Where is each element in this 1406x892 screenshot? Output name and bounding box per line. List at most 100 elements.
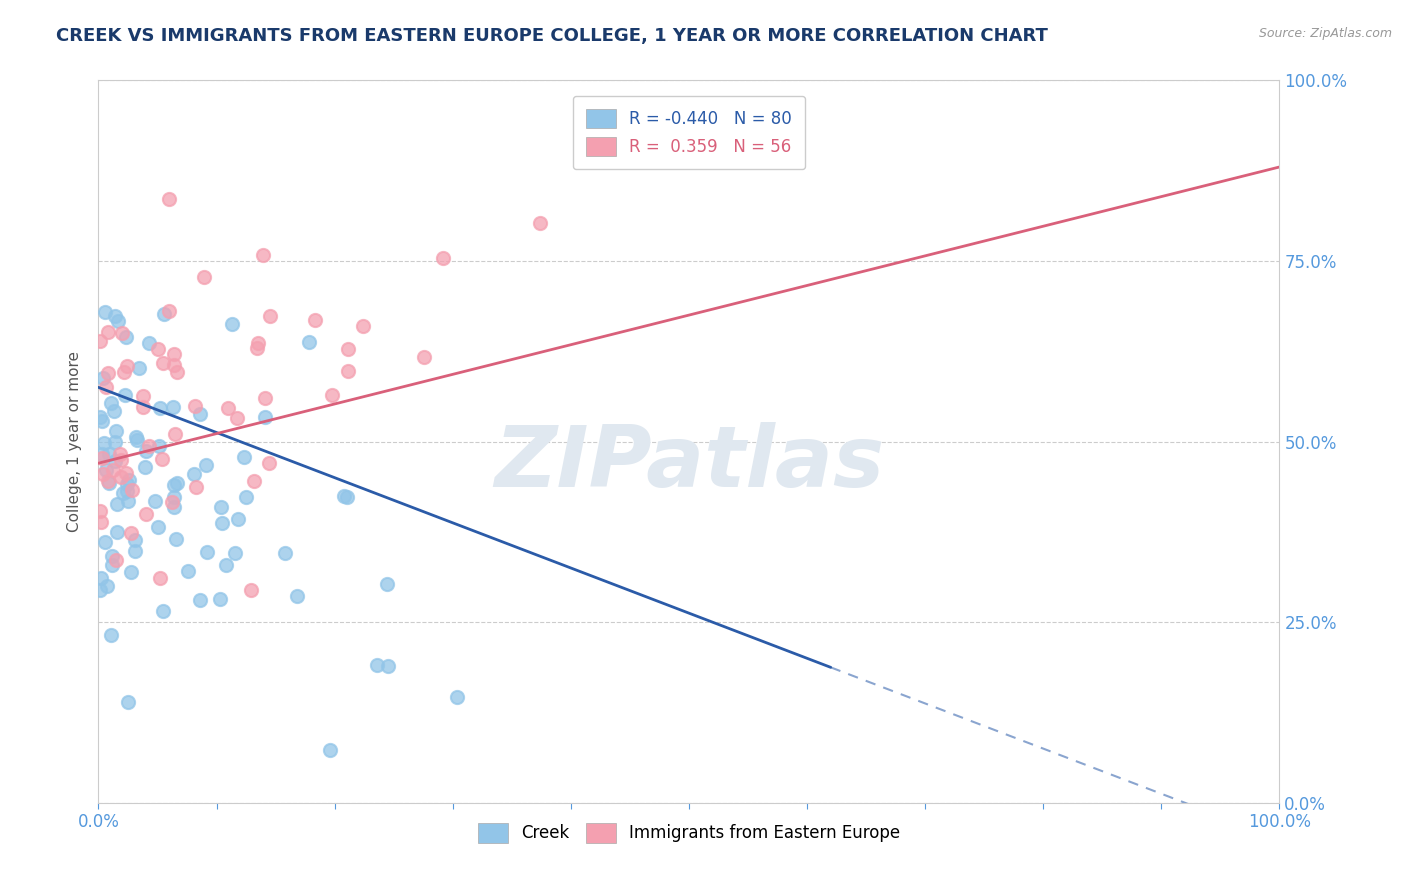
- Point: [177, 564, 200, 578]
- Point: [153, 307, 176, 321]
- Point: [337, 364, 360, 378]
- Point: [366, 658, 388, 673]
- Point: [257, 456, 280, 470]
- Point: [117, 359, 139, 373]
- Text: CREEK VS IMMIGRANTS FROM EASTERN EUROPE COLLEGE, 1 YEAR OR MORE CORRELATION CHAR: CREEK VS IMMIGRANTS FROM EASTERN EUROPE …: [56, 27, 1047, 45]
- Point: [132, 400, 155, 414]
- Point: [247, 336, 270, 351]
- Point: [413, 350, 436, 364]
- Point: [91, 447, 114, 461]
- Point: [121, 483, 143, 497]
- Point: [186, 480, 208, 494]
- Point: [529, 216, 551, 230]
- Point: [114, 330, 136, 344]
- Point: [214, 558, 236, 573]
- Point: [143, 494, 166, 508]
- Point: [252, 248, 274, 262]
- Point: [107, 313, 129, 327]
- Point: [97, 476, 120, 491]
- Point: [375, 577, 398, 591]
- Point: [152, 604, 174, 618]
- Point: [111, 326, 134, 341]
- Point: [115, 477, 138, 491]
- Point: [253, 410, 276, 425]
- Point: [94, 305, 117, 319]
- Point: [108, 447, 131, 461]
- Point: [120, 566, 142, 580]
- Point: [166, 476, 188, 491]
- Point: [304, 312, 326, 326]
- Point: [446, 690, 468, 704]
- Point: [157, 304, 180, 318]
- Point: [93, 371, 115, 385]
- Point: [377, 659, 399, 673]
- Point: [352, 318, 374, 333]
- Point: [253, 391, 276, 405]
- Point: [93, 436, 115, 450]
- Point: [110, 452, 132, 467]
- Point: [100, 628, 122, 642]
- Point: [166, 365, 188, 379]
- Point: [337, 342, 360, 356]
- Point: [94, 534, 117, 549]
- Point: [105, 425, 128, 439]
- Text: Source: ZipAtlas.com: Source: ZipAtlas.com: [1258, 27, 1392, 40]
- Point: [97, 366, 120, 380]
- Point: [104, 310, 127, 324]
- Point: [239, 583, 262, 598]
- Point: [432, 251, 454, 265]
- Point: [146, 520, 169, 534]
- Point: [94, 380, 117, 394]
- Legend: Creek, Immigrants from Eastern Europe: Creek, Immigrants from Eastern Europe: [464, 810, 914, 856]
- Point: [336, 490, 359, 504]
- Point: [163, 427, 186, 442]
- Point: [114, 388, 136, 402]
- Point: [333, 489, 356, 503]
- Point: [209, 500, 232, 514]
- Point: [163, 477, 186, 491]
- Point: [132, 389, 155, 403]
- Point: [89, 334, 111, 348]
- Point: [115, 484, 138, 499]
- Point: [124, 533, 146, 547]
- Point: [163, 347, 186, 361]
- Point: [298, 334, 321, 349]
- Point: [157, 192, 180, 206]
- Point: [117, 493, 139, 508]
- Point: [165, 532, 187, 546]
- Point: [104, 553, 127, 567]
- Point: [89, 409, 111, 424]
- Point: [101, 463, 124, 477]
- Point: [138, 335, 160, 350]
- Point: [91, 414, 114, 428]
- Point: [235, 490, 257, 504]
- Point: [112, 486, 135, 500]
- Point: [135, 444, 157, 458]
- Text: ZIPatlas: ZIPatlas: [494, 422, 884, 505]
- Point: [101, 549, 124, 564]
- Point: [273, 546, 295, 560]
- Point: [117, 695, 139, 709]
- Point: [150, 451, 173, 466]
- Point: [162, 400, 184, 414]
- Point: [124, 544, 146, 558]
- Point: [224, 546, 246, 560]
- Point: [319, 742, 342, 756]
- Point: [104, 435, 127, 450]
- Point: [152, 356, 174, 370]
- Point: [259, 309, 281, 323]
- Point: [89, 582, 111, 597]
- Point: [91, 467, 114, 481]
- Point: [243, 475, 266, 489]
- Point: [184, 400, 207, 414]
- Point: [217, 401, 239, 415]
- Point: [90, 571, 112, 585]
- Point: [94, 463, 117, 477]
- Point: [91, 450, 114, 465]
- Point: [100, 395, 122, 409]
- Y-axis label: College, 1 year or more: College, 1 year or more: [67, 351, 83, 532]
- Point: [188, 593, 211, 607]
- Point: [115, 466, 138, 480]
- Point: [163, 490, 186, 504]
- Point: [149, 401, 172, 416]
